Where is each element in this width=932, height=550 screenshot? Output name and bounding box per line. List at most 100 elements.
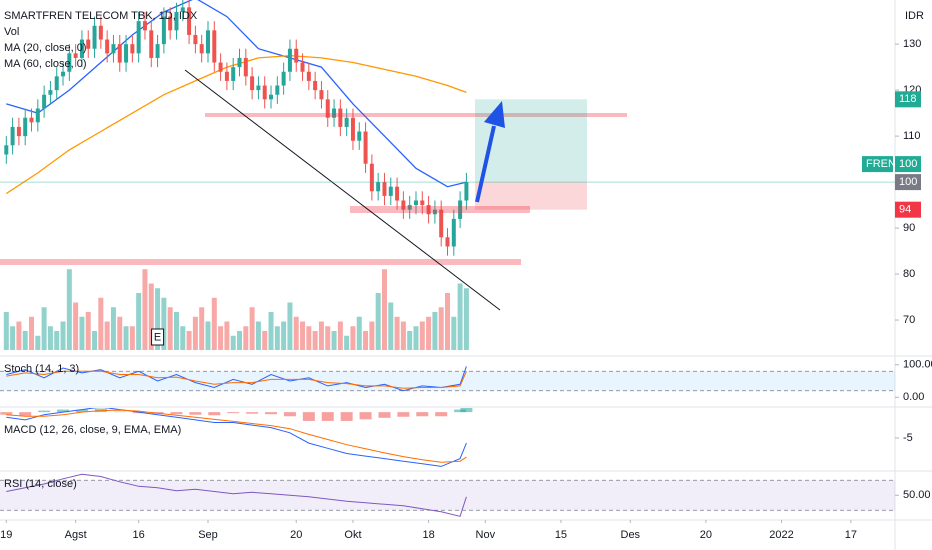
histogram-bar <box>397 412 410 417</box>
volume-bar <box>237 331 243 350</box>
x-tick-label: 17 <box>845 529 857 541</box>
histogram-bar <box>170 412 183 415</box>
volume-bar <box>287 302 293 350</box>
y-tick-label: 100.00 <box>903 359 932 371</box>
volume-bar <box>388 302 394 350</box>
volume-bar <box>29 316 35 350</box>
volume-bar <box>318 321 324 350</box>
volume-bar <box>243 326 249 350</box>
indicator-line <box>6 408 467 467</box>
histogram-bar <box>321 412 334 421</box>
candle-body <box>161 16 166 45</box>
arrow-head <box>484 101 505 128</box>
candle-body <box>111 44 116 54</box>
candle-body <box>395 186 400 201</box>
candle-body <box>350 117 355 141</box>
x-tick-label: Nov <box>476 529 496 541</box>
candle-body <box>269 94 274 100</box>
arrow <box>475 101 505 203</box>
volume-bar <box>186 331 192 350</box>
volume-bar <box>16 321 22 350</box>
earnings-label: E <box>154 331 161 343</box>
histogram-bar <box>38 410 51 413</box>
volume-bar <box>344 335 350 350</box>
x-tick-label: 15 <box>555 529 567 541</box>
volume-bar <box>54 331 60 350</box>
histogram-bar <box>416 412 429 417</box>
volume-bar <box>312 331 318 350</box>
x-tick-label: Des <box>621 529 641 541</box>
volume-bar <box>413 326 419 350</box>
price-label: 100 <box>899 176 917 188</box>
histogram-bar <box>460 408 473 413</box>
x-tick-label: 18 <box>422 529 434 541</box>
candle-body <box>35 108 40 123</box>
candle-body <box>168 16 173 31</box>
candle-body <box>439 209 444 238</box>
histogram-bar <box>75 409 88 413</box>
histogram-bar <box>435 412 448 417</box>
candle-body <box>231 67 236 81</box>
volume-bar <box>47 326 53 350</box>
trend-line <box>184 69 501 311</box>
position-loss <box>475 182 587 210</box>
candle-body <box>464 182 469 201</box>
candle-body <box>67 53 72 72</box>
volume-bar <box>205 321 211 350</box>
candle-body <box>224 71 229 81</box>
candle-body <box>117 44 122 63</box>
currency-label: IDR <box>905 10 924 22</box>
candle-body <box>218 62 223 72</box>
volume-bar <box>457 283 463 350</box>
price-label-box <box>895 201 921 218</box>
earnings-marker <box>151 328 165 346</box>
legend-entry: MA (20, close, 0) <box>4 42 87 54</box>
histogram-bar <box>246 412 259 414</box>
volume-bar <box>293 316 299 350</box>
last-price-box <box>895 156 921 173</box>
volume-bar <box>10 326 16 350</box>
volume-bar <box>79 316 85 350</box>
indicator-line <box>6 409 467 463</box>
volume-bar <box>73 302 79 350</box>
histogram-bar <box>340 412 353 421</box>
candle-body <box>369 163 374 192</box>
drawings <box>0 69 627 311</box>
volume-bar <box>325 326 331 350</box>
candle-body <box>48 90 53 95</box>
x-tick-label: Okt <box>344 529 361 541</box>
candle-body <box>42 94 47 109</box>
volume-bar <box>173 312 179 350</box>
volume-bar <box>463 288 469 350</box>
plot-layer <box>0 0 895 517</box>
volume-bar <box>41 307 47 350</box>
candle-body <box>325 99 330 118</box>
legend-entry: MA (60, close, 0) <box>4 58 87 70</box>
candle-body <box>319 90 324 100</box>
indicator-line <box>6 370 467 389</box>
candle-body <box>376 182 381 192</box>
candle-body <box>79 39 84 58</box>
histogram-bar <box>189 412 202 415</box>
y-tick-label: -5 <box>903 432 913 444</box>
candle-body <box>294 48 299 63</box>
x-tick-label: 20 <box>700 529 712 541</box>
candle-body <box>413 200 418 206</box>
y-tick-label: 130 <box>903 38 921 50</box>
volume-bar <box>117 316 123 350</box>
histogram-bar <box>227 412 240 414</box>
x-tick-label: 19 <box>0 529 12 541</box>
candle-body <box>105 39 110 54</box>
candle-body <box>187 7 192 35</box>
price-label: 118 <box>899 93 917 105</box>
volume-bar <box>363 331 369 350</box>
candle-body <box>149 30 154 58</box>
volume-bar <box>268 312 274 350</box>
candle-body <box>401 200 406 210</box>
y-tick-label: 90 <box>903 222 915 234</box>
candle-body <box>382 182 387 196</box>
indicator-line <box>6 473 467 517</box>
volume-bar <box>356 316 362 350</box>
price-label: 94 <box>899 204 911 216</box>
